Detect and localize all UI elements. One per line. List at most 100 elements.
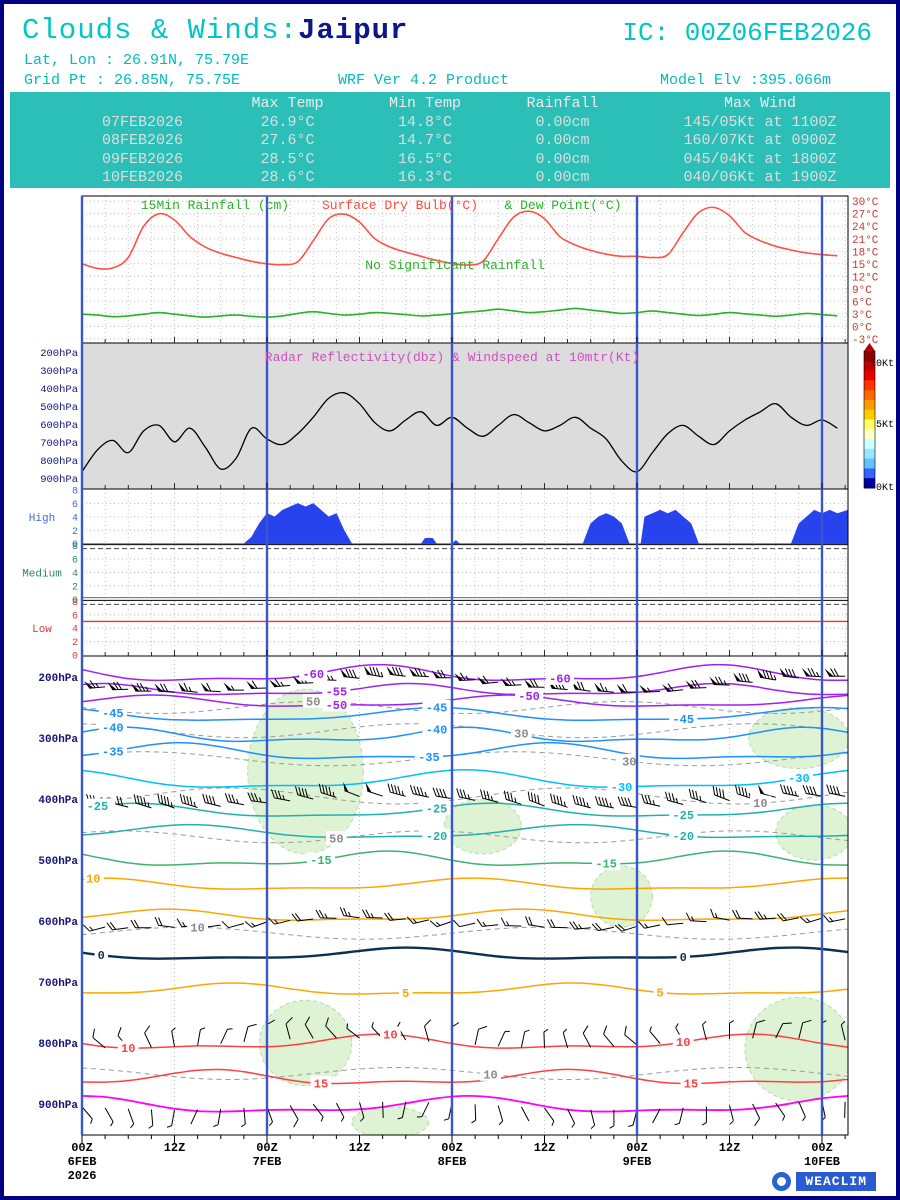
svg-text:6°C: 6°C [852,297,872,309]
svg-text:6: 6 [72,611,78,622]
svg-text:-15: -15 [310,854,332,868]
svg-text:400hPa: 400hPa [38,795,78,807]
svg-text:30°C: 30°C [852,197,879,209]
summary-cell: 0.00cm [535,132,590,149]
daily-summary-table: Max Temp Min Temp Rainfall Max Wind 07FEB202… [10,92,890,188]
svg-text:500hPa: 500hPa [38,856,78,868]
summary-cell: 16.5°C [397,150,452,168]
svg-text:800hPa: 800hPa [38,1039,78,1051]
page-header: Clouds & Winds:Jaipur [22,14,408,47]
svg-text:High: High [29,513,55,525]
svg-text:8FEB: 8FEB [438,1155,467,1169]
svg-text:10: 10 [121,1042,135,1056]
summary-cell: 14.7°C [397,132,452,149]
summary-cell: 26.9°C [260,113,315,131]
svg-text:0: 0 [98,949,105,963]
summary-header-cell: Rainfall [526,95,599,112]
svg-text:6: 6 [72,500,78,511]
svg-text:2: 2 [72,582,78,593]
svg-text:4: 4 [72,625,78,636]
svg-text:5: 5 [402,987,409,1001]
svg-text:12Z: 12Z [534,1141,556,1155]
svg-text:-15: -15 [595,858,617,872]
svg-text:0: 0 [72,652,78,663]
svg-text:0°C: 0°C [852,322,872,334]
summary-cell: 14.8°C [397,113,452,131]
svg-text:15°C: 15°C [852,260,879,272]
svg-text:6FEB: 6FEB [68,1155,97,1169]
svg-text:Surface Dry Bulb(°C): Surface Dry Bulb(°C) [322,198,478,213]
svg-text:-30: -30 [788,772,810,786]
page-title: Clouds & Winds: [22,14,299,47]
svg-text:0Kt: 0Kt [876,483,894,494]
svg-text:0: 0 [680,951,687,965]
svg-text:0: 0 [72,596,78,607]
svg-text:15: 15 [684,1078,698,1092]
svg-text:Radar Reflectivity(dbz) & Wind: Radar Reflectivity(dbz) & Windspeed at 1… [265,350,639,365]
svg-text:2: 2 [72,638,78,649]
svg-text:-50: -50 [326,699,348,713]
svg-text:10: 10 [190,921,204,935]
svg-text:-40: -40 [426,723,448,737]
svg-text:-25: -25 [426,802,448,816]
weaclim-label: WEACLIM [796,1172,876,1191]
svg-text:4: 4 [72,569,78,580]
svg-text:400hPa: 400hPa [40,384,78,396]
svg-text:7FEB: 7FEB [253,1155,282,1169]
summary-cell: 160/07Kt at 0900Z [683,132,837,149]
station-name: Jaipur [298,14,409,47]
svg-text:600hPa: 600hPa [38,917,78,929]
summary-cell: 040/06Kt at 1900Z [683,169,837,186]
summary-cell: 16.3°C [397,169,452,186]
svg-text:2026: 2026 [68,1169,97,1183]
summary-row: 08FEB2026 27.6°C 14.7°C 0.00cm 160/07Kt at 0… [10,132,890,151]
svg-text:-25: -25 [87,800,109,814]
svg-text:24°C: 24°C [852,222,879,234]
svg-text:700hPa: 700hPa [40,438,78,450]
svg-text:-35: -35 [418,751,440,765]
svg-text:12°C: 12°C [852,272,879,284]
svg-text:300hPa: 300hPa [40,366,78,378]
svg-text:4: 4 [72,513,78,524]
windspeed-series [82,391,838,473]
initial-condition: IC: 00Z06FEB2026 [622,18,872,48]
svg-text:No Significant Rainfall: No Significant Rainfall [365,258,545,273]
svg-text:10FEB: 10FEB [804,1155,840,1169]
svg-text:900hPa: 900hPa [40,474,78,486]
svg-text:8: 8 [72,598,78,609]
summary-header-cell: Max Wind [723,95,796,112]
summary-header-cell [10,95,220,114]
svg-text:10: 10 [383,1028,397,1042]
svg-text:-40: -40 [102,722,124,736]
svg-text:-20: -20 [672,830,694,844]
svg-text:5Kt: 5Kt [876,420,894,431]
summary-cell: 28.6°C [260,169,315,186]
svg-text:-35: -35 [102,745,124,759]
svg-text:00Z: 00Z [626,1141,648,1155]
svg-text:Low: Low [32,624,52,636]
weaclim-icon [772,1172,792,1191]
summary-header-cell: Max Temp [251,95,324,112]
svg-text:10Kt: 10Kt [870,359,894,370]
svg-text:12Z: 12Z [719,1141,741,1155]
svg-text:6: 6 [72,556,78,567]
svg-text:9FEB: 9FEB [623,1155,652,1169]
svg-text:500hPa: 500hPa [40,402,78,414]
summary-cell: 145/05Kt at 1100Z [683,113,837,131]
svg-text:00Z: 00Z [811,1141,833,1155]
svg-text:-3°C: -3°C [852,335,879,347]
svg-text:8: 8 [72,542,78,553]
svg-text:3°C: 3°C [852,310,872,322]
grid-point: Grid Pt : 26.85N, 75.75E [24,72,241,89]
svg-text:15: 15 [314,1077,328,1091]
svg-text:300hPa: 300hPa [38,734,78,746]
svg-text:27°C: 27°C [852,210,879,222]
svg-text:00Z: 00Z [71,1141,93,1155]
cloud-series [82,503,848,623]
svg-text:10: 10 [483,1068,497,1082]
svg-text:-10: -10 [79,872,101,886]
svg-text:700hPa: 700hPa [38,978,78,990]
svg-text:10: 10 [676,1036,690,1050]
